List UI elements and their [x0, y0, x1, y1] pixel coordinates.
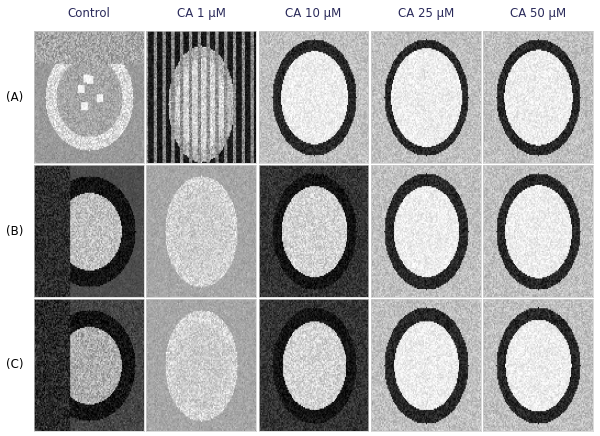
Text: (A): (A)	[6, 91, 23, 104]
Text: Control: Control	[68, 7, 110, 20]
Text: CA 1 μM: CA 1 μM	[177, 7, 226, 20]
Text: CA 50 μM: CA 50 μM	[510, 7, 566, 20]
Text: (B): (B)	[6, 225, 23, 238]
Text: (C): (C)	[6, 358, 23, 371]
Text: CA 10 μM: CA 10 μM	[286, 7, 341, 20]
Text: CA 25 μM: CA 25 μM	[398, 7, 454, 20]
